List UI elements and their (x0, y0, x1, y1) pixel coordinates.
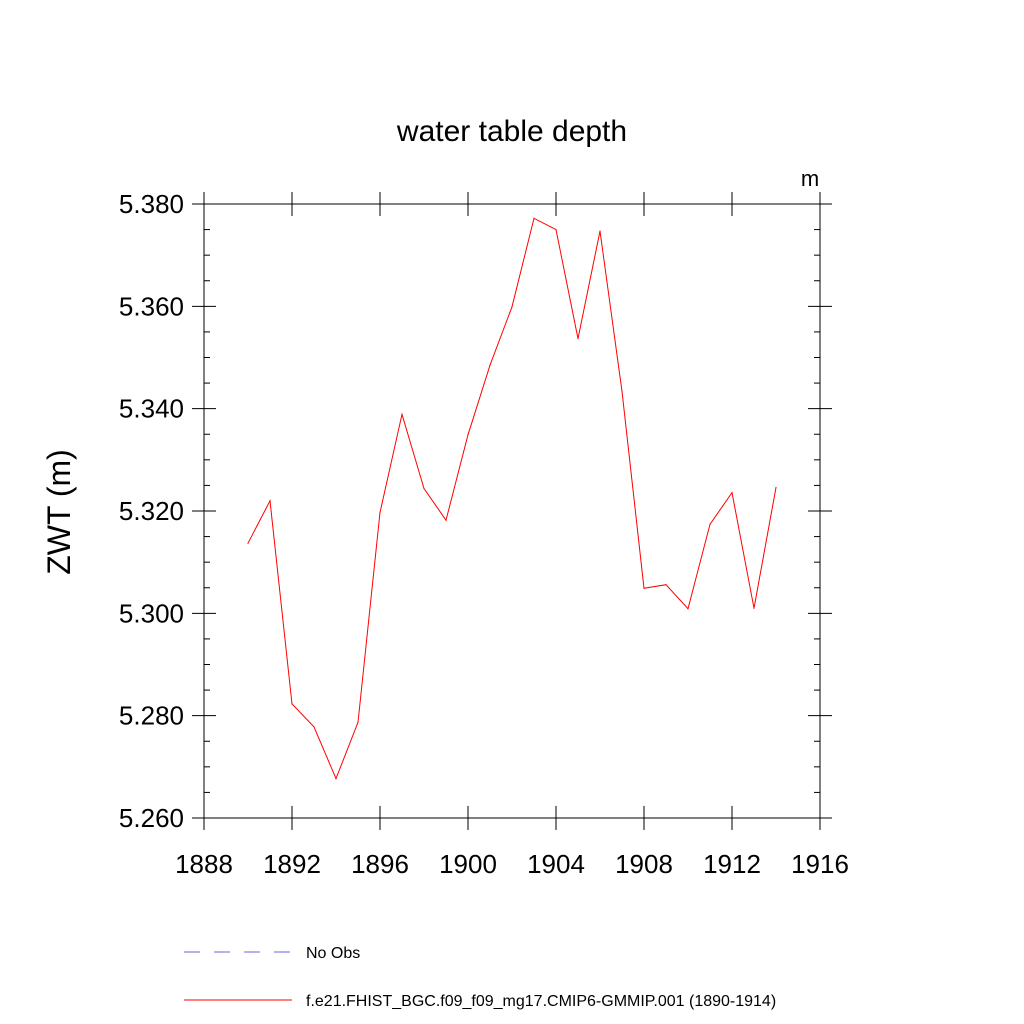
legend-label-model: f.e21.FHIST_BGC.f09_f09_mg17.CMIP6-GMMIP… (306, 993, 776, 1010)
data-point (379, 511, 381, 514)
series-line-model (247, 217, 777, 780)
units-label: m (801, 166, 819, 191)
data-point (511, 306, 513, 308)
data-point (313, 726, 315, 728)
x-tick-label: 1904 (527, 849, 585, 879)
y-tick-label: 5.380 (119, 189, 184, 219)
data-point (775, 486, 777, 489)
data-point (445, 519, 447, 521)
data-point (401, 413, 403, 415)
data-point (731, 491, 733, 494)
x-tick-label: 1892 (263, 849, 321, 879)
legend-label-no-obs: No Obs (306, 945, 360, 962)
data-point (247, 542, 249, 544)
data-point (709, 523, 711, 525)
y-axis-tick-labels: 5.260 5.280 5.300 5.320 5.340 5.360 5.380 (119, 189, 184, 833)
x-tick-label: 1912 (703, 849, 761, 879)
data-point (599, 230, 601, 232)
data-point (423, 487, 425, 490)
data-point (577, 337, 579, 340)
y-axis-label: ZWT (m) (41, 449, 77, 575)
data-point (555, 228, 557, 231)
series-points (247, 217, 777, 780)
data-point (291, 703, 293, 705)
data-point (269, 500, 271, 502)
chart-title: water table depth (396, 115, 627, 148)
data-point (753, 607, 755, 609)
data-point (665, 584, 667, 586)
x-tick-label: 1888 (175, 849, 233, 879)
data-point (335, 778, 337, 780)
x-axis-tick-labels: 1888 1892 1896 1900 1904 1908 1912 1916 (175, 849, 849, 879)
y-tick-label: 5.280 (119, 701, 184, 731)
data-point (643, 587, 645, 589)
data-point (489, 364, 491, 366)
y-tick-label: 5.300 (119, 598, 184, 628)
x-tick-label: 1896 (351, 849, 409, 879)
y-tick-label: 5.260 (119, 803, 184, 833)
data-point (357, 721, 359, 723)
legend: No Obs f.e21.FHIST_BGC.f09_f09_mg17.CMIP… (184, 945, 776, 1010)
x-tick-label: 1900 (439, 849, 497, 879)
y-tick-label: 5.360 (119, 291, 184, 321)
x-tick-label: 1908 (615, 849, 673, 879)
data-point (533, 217, 535, 219)
plot-frame (203, 203, 821, 819)
x-axis-ticks (203, 192, 821, 830)
data-point (621, 390, 623, 392)
data-point (687, 608, 689, 610)
y-tick-label: 5.340 (119, 394, 184, 424)
data-point (467, 434, 469, 436)
x-tick-label: 1916 (791, 849, 849, 879)
y-tick-label: 5.320 (119, 496, 184, 526)
